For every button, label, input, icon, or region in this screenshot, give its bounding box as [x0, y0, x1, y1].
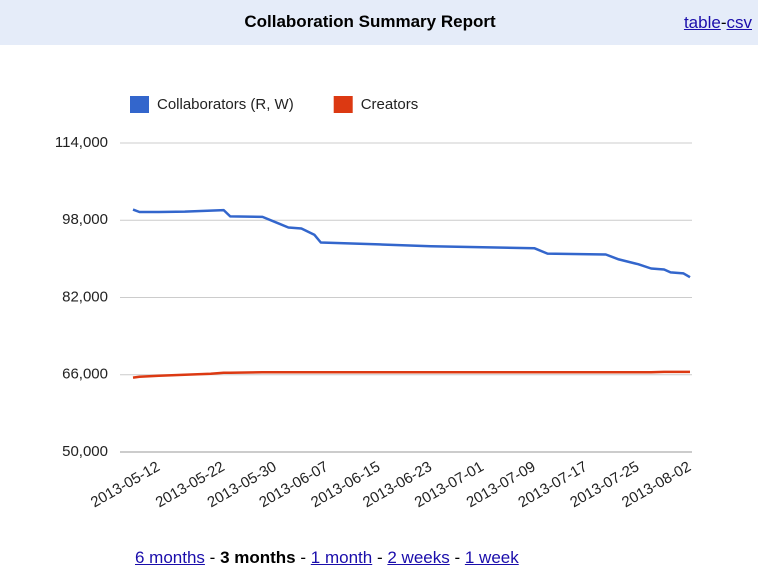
header: Collaboration Summary Report table-csv: [0, 0, 758, 45]
range-links: 6 months - 3 months - 1 month - 2 weeks …: [135, 548, 519, 568]
legend-swatch: [333, 96, 353, 113]
y-tick-label: 82,000: [62, 288, 108, 305]
chart: 50,000 66,000 82,000 98,000 114,000 2013-05-1…: [55, 96, 694, 511]
separator: -: [376, 548, 383, 567]
y-tick-label: 66,000: [62, 366, 108, 383]
separator: -: [300, 548, 307, 567]
csv-link[interactable]: csv: [726, 13, 753, 32]
x-tick-label: 2013-05-12: [88, 458, 163, 511]
range-link[interactable]: 1 week: [464, 548, 519, 567]
range-link[interactable]: 1 month: [310, 548, 373, 567]
data-line: [132, 208, 691, 279]
range-current: 3 months: [220, 548, 296, 567]
table-link[interactable]: table: [683, 13, 721, 32]
range-link[interactable]: 6 months: [135, 548, 205, 567]
separator: -: [454, 548, 461, 567]
legend-swatch: [130, 96, 149, 113]
range-link[interactable]: 2 weeks: [387, 548, 450, 567]
y-tick-label: 114,000: [55, 134, 108, 151]
legend-label: Collaborators (R, W): [157, 96, 294, 113]
separator: -: [209, 548, 216, 567]
legend-label: Creators: [361, 96, 419, 113]
y-tick-label: 50,000: [62, 443, 108, 460]
data-line: [132, 370, 690, 379]
y-tick-label: 98,000: [62, 211, 108, 228]
separator: -: [720, 13, 727, 32]
export-links: table-csv: [684, 13, 752, 33]
report-title: Collaboration Summary Report: [244, 12, 496, 31]
